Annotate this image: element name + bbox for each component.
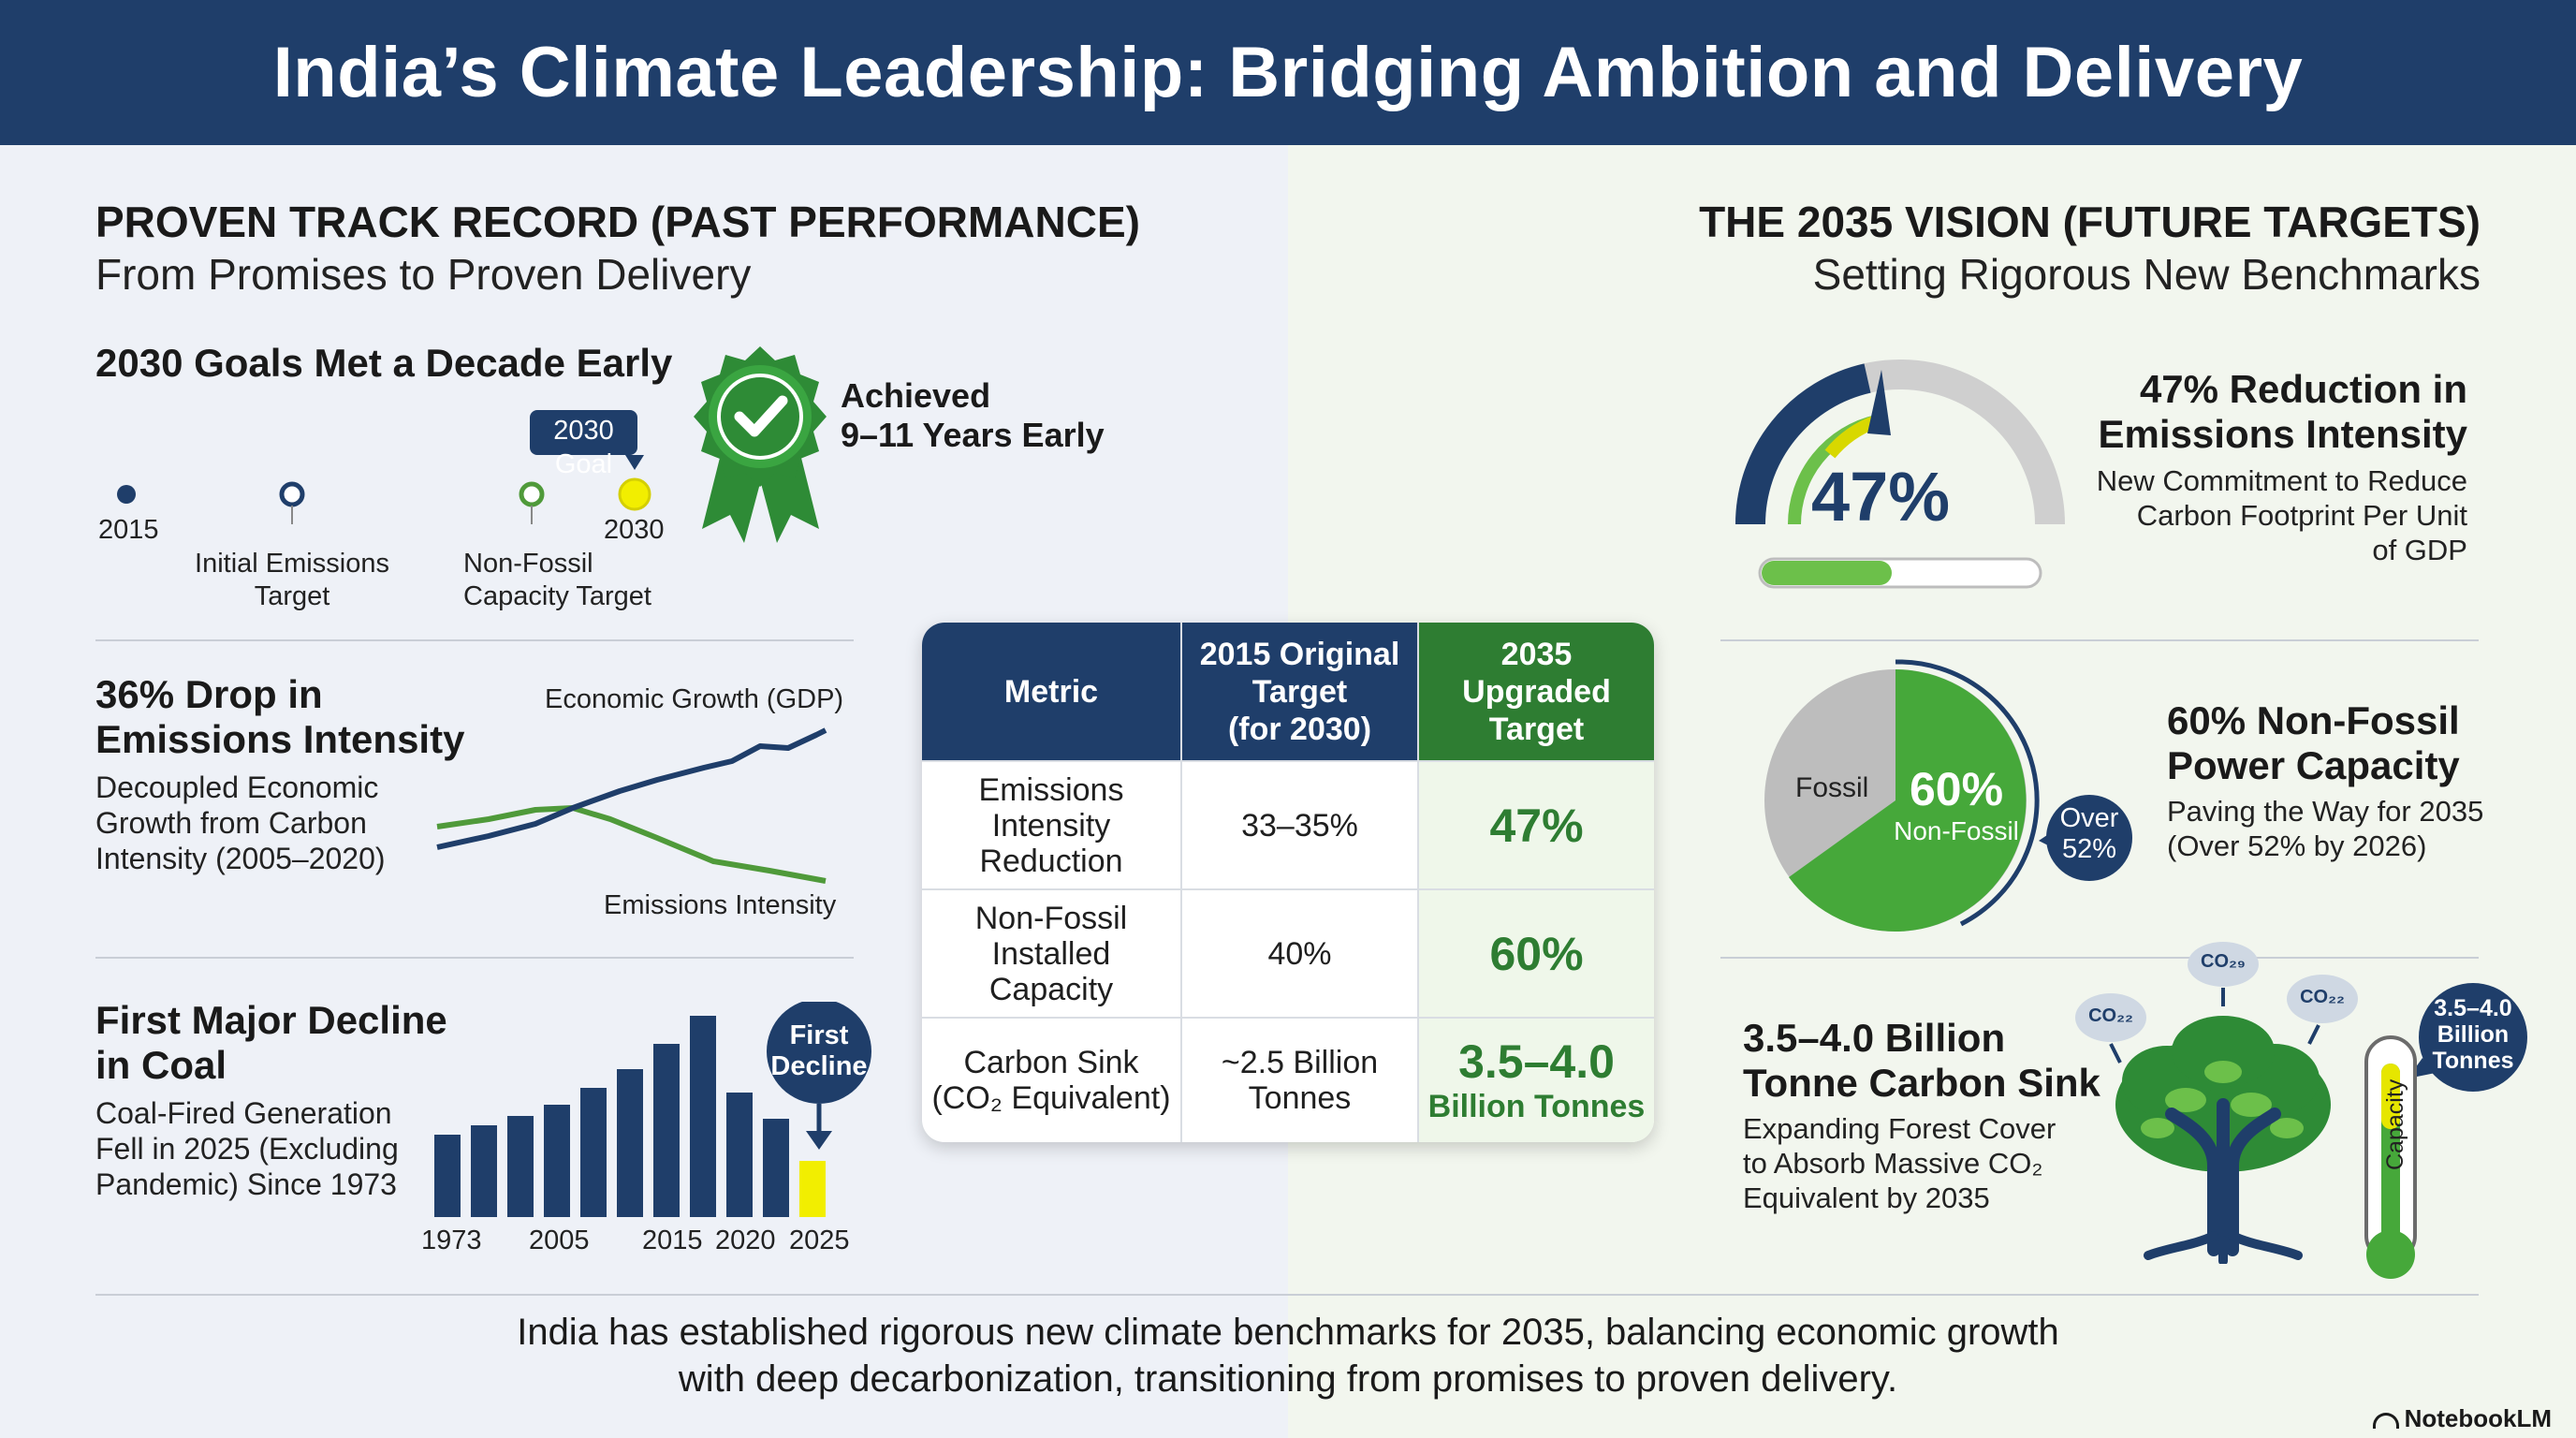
footer-divider (95, 1294, 2479, 1296)
coal-bar (434, 1135, 461, 1217)
coal-year-1973: 1973 (421, 1225, 482, 1255)
emissions-intensity-line (436, 805, 827, 884)
gauge-value: 47% (1811, 458, 1951, 536)
brand-label: NotebookLM (2372, 1404, 2552, 1433)
intensity-gauge (1735, 360, 2065, 589)
non-fossil-body: Paving the Way for 2035 (Over 52% by 2026… (2167, 795, 2484, 862)
over-52-bubble: Over 52% (2059, 803, 2119, 864)
coal-bar (763, 1119, 789, 1217)
co2-cloud-label: CO₂₂ (2300, 987, 2345, 1007)
timeline-end-label: 2030 (604, 515, 665, 545)
decoupling-line-chart (436, 727, 827, 884)
non-fossil-pie-chart (1764, 659, 2040, 932)
carbon-sink-title: 3.5–4.0 Billion Tonne Carbon Sink (1743, 1016, 2100, 1105)
coal-title: First Major Decline in Coal (95, 998, 447, 1087)
timeline-milestone-dot (279, 481, 305, 507)
achieved-text: Achieved 9–11 Years Early (841, 376, 1105, 454)
coal-bar (726, 1093, 753, 1217)
timeline-start-label: 2015 (98, 515, 159, 545)
emissions-line-label: Emissions Intensity (604, 890, 837, 920)
gauge-progress-fill (1762, 561, 1892, 585)
coal-year-2025: 2025 (789, 1225, 850, 1255)
footer-summary: India has established rigorous new clima… (517, 1312, 2059, 1400)
goals-title: 2030 Goals Met a Decade Early (95, 341, 673, 385)
gdp-line-label: Economic Growth (GDP) (545, 684, 844, 714)
first-decline-callout: First Decline (770, 1020, 868, 1081)
right-section-subtitle: Setting Rigorous New Benchmarks (1812, 250, 2481, 299)
coal-body: Coal-Fired Generation Fell in 2025 (Exclu… (95, 1096, 399, 1201)
left-section-title: PROVEN TRACK RECORD (PAST PERFORMANCE) (95, 198, 1140, 246)
co2-cloud-label: CO₂₂ (2088, 1005, 2133, 1026)
divider (95, 639, 854, 641)
carbon-sink-body: Expanding Forest Cover to Absorb Massive … (1743, 1112, 2056, 1214)
intensity-body: New Commitment to Reduce Carbon Footprint… (2096, 464, 2467, 566)
notebooklm-logo-icon (2372, 1412, 2399, 1429)
pie-label-fossil: Fossil (1795, 772, 1869, 803)
right-section-title: THE 2035 VISION (FUTURE TARGETS) (1699, 198, 2481, 246)
header-banner: India’s Climate Leadership: Bridging Amb… (0, 0, 2576, 145)
table-header-upgraded: 2035 Upgraded Target (1417, 623, 1654, 761)
goal-badge-label: 2030 Goal (553, 416, 614, 479)
sink-bubble: 3.5–4.0 Billion Tonnes (2432, 995, 2514, 1074)
intensity-title: 47% Reduction in Emissions Intensity (2098, 367, 2467, 456)
coal-year-2020: 2020 (715, 1225, 776, 1255)
divider (1720, 957, 2479, 959)
drop-body: Decoupled Economic Growth from Carbon Inte… (95, 770, 386, 875)
coal-year-2015: 2015 (642, 1225, 703, 1255)
co2-cloud-label: CO₂₉ (2201, 951, 2246, 972)
coal-bar (690, 1016, 716, 1217)
milestone-non-fossil: Non-Fossil Capacity Target (463, 549, 651, 611)
coal-bar (617, 1069, 643, 1217)
coal-bar (544, 1105, 570, 1217)
coal-year-2005: 2005 (529, 1225, 590, 1255)
pie-slice-non-fossil (1789, 669, 2027, 932)
non-fossil-title: 60% Non-Fossil Power Capacity (2167, 698, 2460, 787)
thermometer-label: Capacity (2382, 1078, 2408, 1170)
goals-timeline (117, 410, 651, 524)
milestone-initial-emissions: Initial Emissions Target (195, 549, 389, 611)
table-row: Carbon Sink (CO₂ Equivalent) ~2.5 Billion… (922, 1017, 1654, 1142)
timeline-end-dot (618, 477, 651, 511)
gdp-line (436, 727, 827, 850)
first-decline-callout-bg (767, 1002, 871, 1104)
gauge-needle (1867, 370, 1891, 435)
coal-bar (471, 1125, 497, 1217)
over-52-bubble-icon (2039, 795, 2132, 881)
coal-bar-chart (434, 1002, 871, 1217)
coal-bar-2025 (799, 1161, 826, 1217)
goal-badge-bg (530, 410, 637, 455)
targets-comparison-table: Metric 2015 Original Target (for 2030) 203… (922, 623, 1654, 1142)
divider (1720, 639, 2479, 641)
timeline-start-dot (117, 485, 136, 504)
table-row: Non-Fossil Installed Capacity 40% 60% (922, 888, 1654, 1018)
timeline-milestone-dot (519, 481, 545, 507)
coal-bar (507, 1116, 534, 1217)
capacity-thermometer-icon (2364, 983, 2527, 1279)
coal-bar (653, 1044, 680, 1217)
coal-bar (580, 1088, 607, 1217)
table-header-original: 2015 Original Target (for 2030) (1180, 623, 1418, 761)
table-header-metric: Metric (922, 623, 1181, 761)
table-row: Emissions Intensity Reduction 33–35% 47% (922, 760, 1654, 889)
achievement-badge-icon (694, 346, 827, 543)
left-section-subtitle: From Promises to Proven Delivery (95, 250, 752, 299)
divider (95, 957, 854, 959)
pie-label-non-fossil: 60% Non-Fossil (1894, 763, 2019, 845)
tree-icon (2075, 942, 2358, 1264)
page-title: India’s Climate Leadership: Bridging Amb… (272, 33, 2304, 112)
sink-bubble-bg (2419, 983, 2527, 1092)
drop-title: 36% Drop in Emissions Intensity (95, 672, 465, 761)
